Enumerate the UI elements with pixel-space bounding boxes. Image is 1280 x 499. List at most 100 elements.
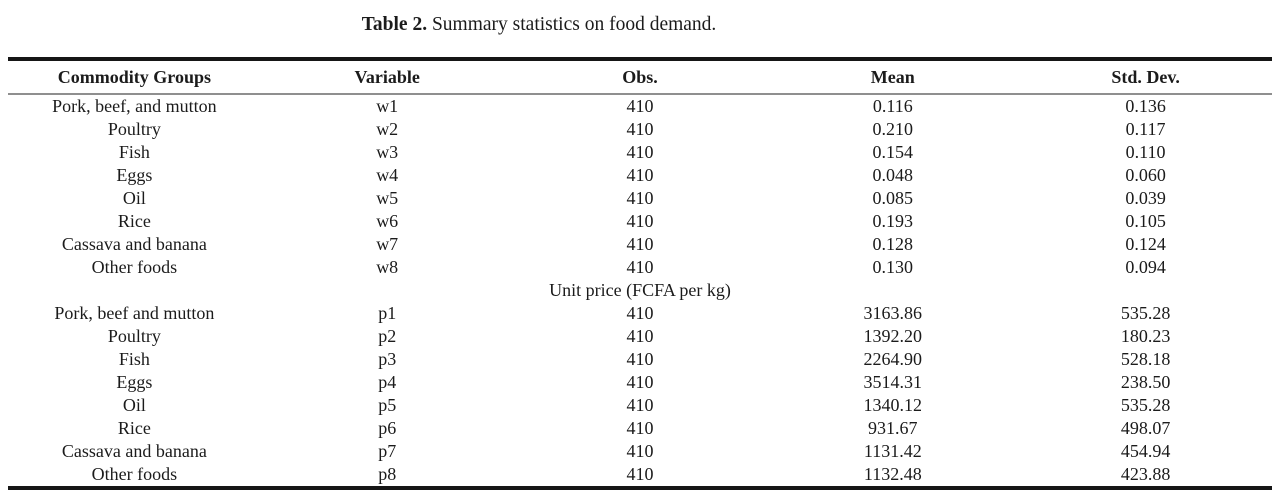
- mean-cell: 0.128: [872, 234, 914, 254]
- variable-cell: p2: [378, 326, 397, 346]
- obs-cell: 410: [626, 96, 654, 116]
- commodity-cell: Oil: [122, 188, 146, 208]
- mean-cell: 1131.42: [863, 441, 922, 461]
- mean-cell: 931.67: [868, 418, 918, 438]
- obs-cell: 410: [626, 165, 654, 185]
- std-dev-cell: 0.060: [1125, 165, 1166, 185]
- column-header-variable: Variable: [260, 59, 514, 95]
- commodity-cell: Rice: [117, 418, 151, 438]
- mean-cell: 0.193: [872, 211, 914, 231]
- commodity-cell: Rice: [117, 211, 151, 231]
- std-dev-cell: 528.18: [1120, 349, 1171, 369]
- obs-cell: 410: [626, 464, 654, 484]
- obs-cell: 410: [626, 303, 654, 323]
- table-row: Rice w6 410 0.193 0.105: [8, 210, 1272, 233]
- variable-cell: w3: [376, 142, 399, 162]
- column-header-obs: Obs.: [513, 59, 767, 95]
- variable-cell: w2: [376, 119, 399, 139]
- std-dev-cell: 0.105: [1125, 211, 1166, 231]
- obs-cell: 410: [626, 119, 654, 139]
- mean-cell: 1132.48: [863, 464, 922, 484]
- table-caption: Table 2. Summary statistics on food dema…: [0, 13, 1179, 36]
- table-row: Eggs w4 410 0.048 0.060: [8, 164, 1272, 187]
- obs-cell: 410: [626, 418, 654, 438]
- obs-cell: 410: [626, 349, 654, 369]
- variable-cell: w6: [376, 211, 399, 231]
- mean-cell: 0.154: [872, 142, 914, 162]
- std-dev-cell: 454.94: [1120, 441, 1171, 461]
- table-row: Cassava and banana w7 410 0.128 0.124: [8, 233, 1272, 256]
- variable-cell: p3: [378, 349, 397, 369]
- obs-cell: 410: [626, 234, 654, 254]
- table-row: Eggs p4 410 3514.31 238.50: [8, 371, 1272, 394]
- commodity-cell: Eggs: [116, 165, 153, 185]
- commodity-cell: Cassava and banana: [61, 234, 207, 254]
- variable-cell: p4: [378, 372, 397, 392]
- obs-cell: 410: [626, 188, 654, 208]
- mean-cell: 0.210: [872, 119, 914, 139]
- std-dev-cell: 535.28: [1120, 303, 1171, 323]
- table-caption-text: Summary statistics on food demand.: [431, 14, 717, 35]
- std-dev-cell: 0.039: [1125, 188, 1166, 208]
- variable-cell: w7: [376, 234, 399, 254]
- table-row: Fish w3 410 0.154 0.110: [8, 141, 1272, 164]
- header-row: Commodity Groups Variable Obs. Mean Std.…: [8, 59, 1272, 95]
- table-row: Cassava and banana p7 410 1131.42 454.94: [8, 440, 1272, 463]
- std-dev-cell: 0.136: [1125, 96, 1166, 116]
- commodity-cell: Cassava and banana: [61, 441, 207, 461]
- variable-cell: w1: [376, 96, 399, 116]
- mean-cell: 3163.86: [863, 303, 923, 323]
- mean-cell: 0.048: [872, 165, 914, 185]
- commodity-cell: Other foods: [91, 257, 178, 277]
- std-dev-cell: 498.07: [1120, 418, 1171, 438]
- mean-cell: 0.085: [872, 188, 914, 208]
- column-header-std-dev: Std. Dev.: [1019, 59, 1272, 95]
- obs-cell: 410: [626, 441, 654, 461]
- variable-cell: p1: [378, 303, 397, 323]
- table-row: Oil p5 410 1340.12 535.28: [8, 394, 1272, 417]
- column-header-mean: Mean: [766, 59, 1020, 95]
- std-dev-cell: 180.23: [1120, 326, 1171, 346]
- mean-cell: 2264.90: [863, 349, 923, 369]
- variable-cell: p8: [378, 464, 397, 484]
- std-dev-cell: 238.50: [1120, 372, 1171, 392]
- variable-cell: p7: [378, 441, 397, 461]
- mean-cell: 0.116: [872, 96, 913, 116]
- table-caption-label: Table 2.: [361, 14, 428, 35]
- obs-cell: 410: [626, 372, 654, 392]
- obs-cell: 410: [626, 395, 654, 415]
- std-dev-cell: 0.124: [1125, 234, 1166, 254]
- commodity-cell: Other foods: [91, 464, 178, 484]
- variable-cell: p6: [378, 418, 397, 438]
- table-row: Other foods p8 410 1132.48 423.88: [8, 463, 1272, 488]
- table-row: Fish p3 410 2264.90 528.18: [8, 348, 1272, 371]
- column-header-commodity-groups: Commodity Groups: [8, 59, 261, 95]
- table-row: Pork, beef, and mutton w1 410 0.116 0.13…: [8, 94, 1272, 118]
- commodity-cell: Oil: [122, 395, 146, 415]
- variable-cell: w5: [376, 188, 399, 208]
- std-dev-cell: 0.094: [1125, 257, 1166, 277]
- summary-statistics-table: Commodity Groups Variable Obs. Mean Std.…: [8, 57, 1272, 490]
- mean-cell: 1392.20: [863, 326, 923, 346]
- commodity-cell: Poultry: [107, 326, 161, 346]
- commodity-cell: Eggs: [116, 372, 153, 392]
- commodity-cell: Pork, beef, and mutton: [52, 96, 217, 116]
- table-row: Other foods w8 410 0.130 0.094: [8, 256, 1272, 279]
- std-dev-cell: 0.117: [1125, 119, 1166, 139]
- table-row: Poultry w2 410 0.210 0.117: [8, 118, 1272, 141]
- commodity-cell: Pork, beef and mutton: [54, 303, 215, 323]
- unit-price-section-label: Unit price (FCFA per kg): [549, 280, 731, 300]
- variable-cell: w4: [376, 165, 399, 185]
- std-dev-cell: 535.28: [1120, 395, 1171, 415]
- obs-cell: 410: [626, 257, 654, 277]
- table-row: Poultry p2 410 1392.20 180.23: [8, 325, 1272, 348]
- variable-cell: p5: [378, 395, 397, 415]
- variable-cell: w8: [376, 257, 399, 277]
- table-row: Pork, beef and mutton p1 410 3163.86 535…: [8, 302, 1272, 325]
- obs-cell: 410: [626, 211, 654, 231]
- commodity-cell: Fish: [118, 142, 150, 162]
- table-row: Oil w5 410 0.085 0.039: [8, 187, 1272, 210]
- obs-cell: 410: [626, 326, 654, 346]
- std-dev-cell: 423.88: [1120, 464, 1171, 484]
- mean-cell: 0.130: [872, 257, 914, 277]
